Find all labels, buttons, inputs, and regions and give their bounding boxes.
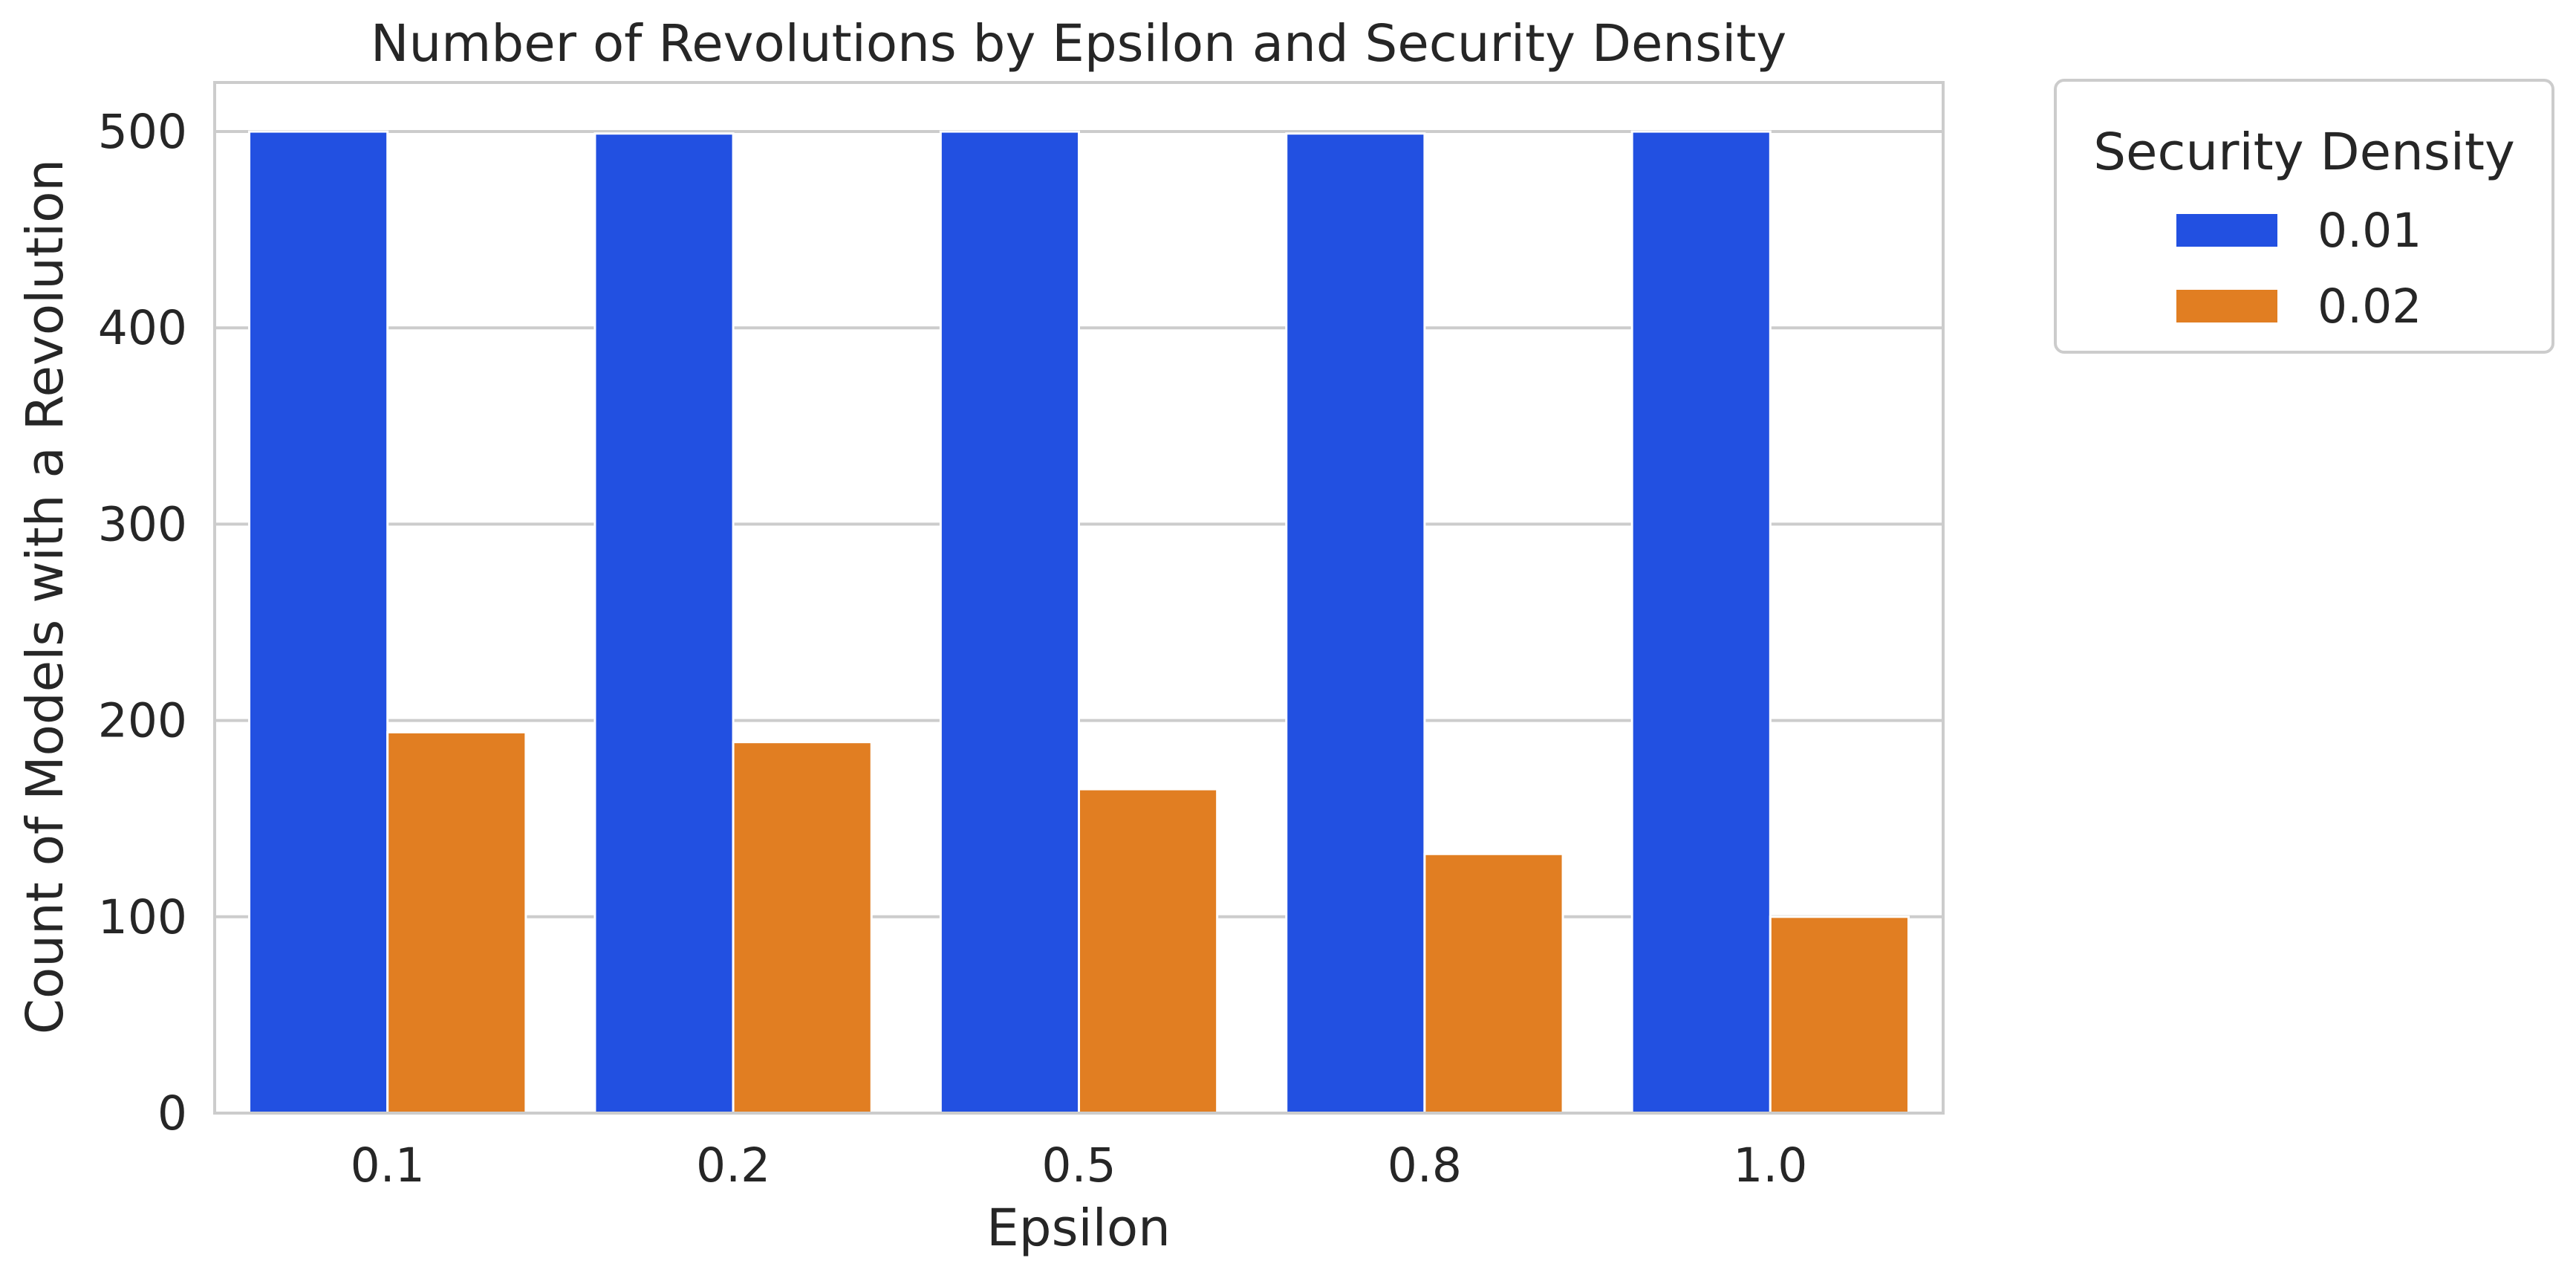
x-tick-label: 0.1 <box>351 1138 425 1193</box>
bar-series-0.02-0.1 <box>386 730 527 1115</box>
legend: Security Density 0.01 0.02 <box>2054 79 2554 354</box>
plot-frame <box>213 81 1945 1115</box>
bar-series-0.01-0.5 <box>939 130 1080 1115</box>
bar-series-0.02-0.2 <box>732 741 873 1115</box>
x-tick-label: 0.8 <box>1388 1138 1462 1193</box>
x-tick-label: 0.5 <box>1041 1138 1116 1193</box>
bar-series-0.02-0.8 <box>1423 852 1564 1115</box>
y-tick-label: 300 <box>98 497 187 551</box>
bar-series-0.01-0.2 <box>593 132 735 1115</box>
bar-series-0.02-1.0 <box>1769 915 1910 1115</box>
legend-label: 0.01 <box>2318 204 2421 258</box>
y-tick-label: 100 <box>98 890 187 944</box>
bar-series-0.01-0.8 <box>1285 132 1426 1115</box>
chart-title: Number of Revolutions by Epsilon and Sec… <box>371 14 1786 74</box>
legend-title: Security Density <box>2093 123 2515 182</box>
y-tick-label: 500 <box>98 105 187 159</box>
x-tick-label: 0.2 <box>696 1138 770 1193</box>
y-tick-label: 0 <box>157 1086 187 1141</box>
legend-label: 0.02 <box>2318 279 2421 334</box>
x-tick-label: 1.0 <box>1733 1138 1807 1193</box>
y-tick-labels: 0 100 200 300 400 500 <box>98 105 187 1141</box>
bar-series-0.01-0.1 <box>248 130 389 1115</box>
bar-series-0.02-0.5 <box>1078 788 1219 1115</box>
y-tick-label: 200 <box>98 694 187 748</box>
y-axis-label: Count of Models with a Revolution <box>16 159 75 1034</box>
legend-swatch-0.02 <box>2176 290 2277 322</box>
legend-swatch-0.01 <box>2176 214 2277 247</box>
x-tick-labels: 0.1 0.2 0.5 0.8 1.0 <box>351 1138 1808 1193</box>
x-axis-label: Epsilon <box>986 1199 1171 1258</box>
bars <box>248 130 1910 1115</box>
bar-series-0.01-1.0 <box>1630 130 1772 1115</box>
legend-items: 0.01 0.02 <box>2176 204 2421 334</box>
y-tick-label: 400 <box>98 301 187 355</box>
legend-box <box>2054 79 2554 354</box>
